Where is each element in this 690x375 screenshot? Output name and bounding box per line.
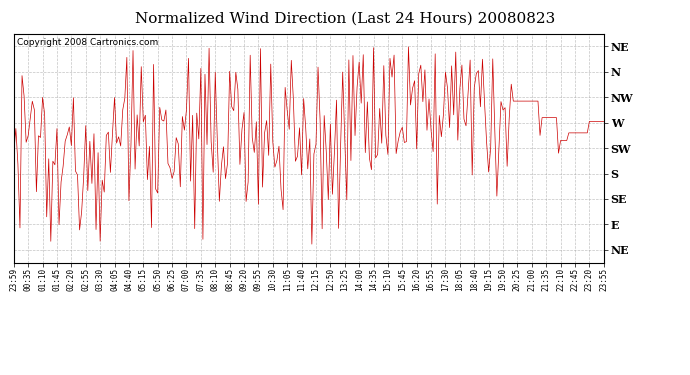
Text: Normalized Wind Direction (Last 24 Hours) 20080823: Normalized Wind Direction (Last 24 Hours… [135, 11, 555, 25]
Text: Copyright 2008 Cartronics.com: Copyright 2008 Cartronics.com [17, 38, 158, 47]
